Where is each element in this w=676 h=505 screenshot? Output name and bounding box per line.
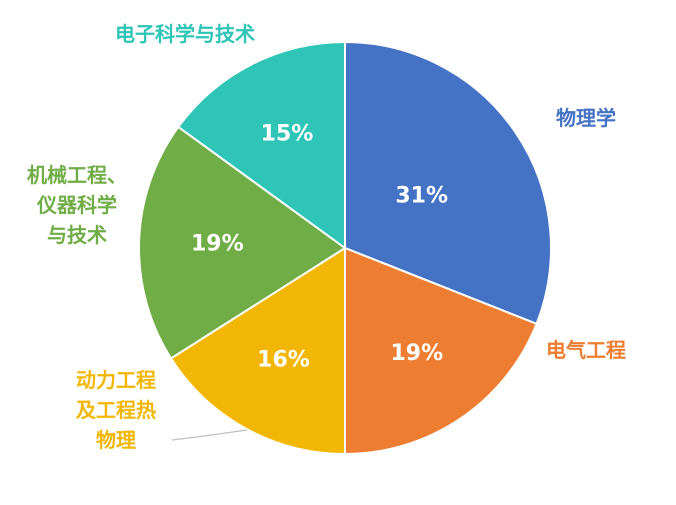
slice-value-label: 19% bbox=[390, 341, 443, 366]
value-labels: 31% 19% 16% 19% 15% bbox=[191, 122, 448, 373]
slice-category-label: 电子科学与技术 bbox=[115, 22, 255, 46]
pie-slice bbox=[138, 125, 347, 360]
slice-category-label: 电气工程 bbox=[546, 338, 626, 362]
leader-lines bbox=[171, 429, 248, 441]
slice-value-label: 16% bbox=[257, 347, 310, 372]
pie-slice bbox=[169, 246, 346, 456]
pie-slice bbox=[176, 40, 346, 250]
slice-value-label: 19% bbox=[191, 232, 244, 257]
leader-line bbox=[171, 429, 248, 441]
slice-category-label: 动力工程及工程热物理 bbox=[76, 368, 156, 452]
slice-value-label: 31% bbox=[395, 183, 448, 208]
slice-category-label: 物理学 bbox=[556, 106, 616, 130]
slice-category-label: 机械工程、仪器科学与技术 bbox=[27, 163, 127, 247]
pie-slice bbox=[344, 246, 538, 456]
pie-slices bbox=[138, 40, 552, 456]
pie-slice bbox=[344, 40, 552, 326]
slice-value-label: 15% bbox=[261, 122, 314, 147]
